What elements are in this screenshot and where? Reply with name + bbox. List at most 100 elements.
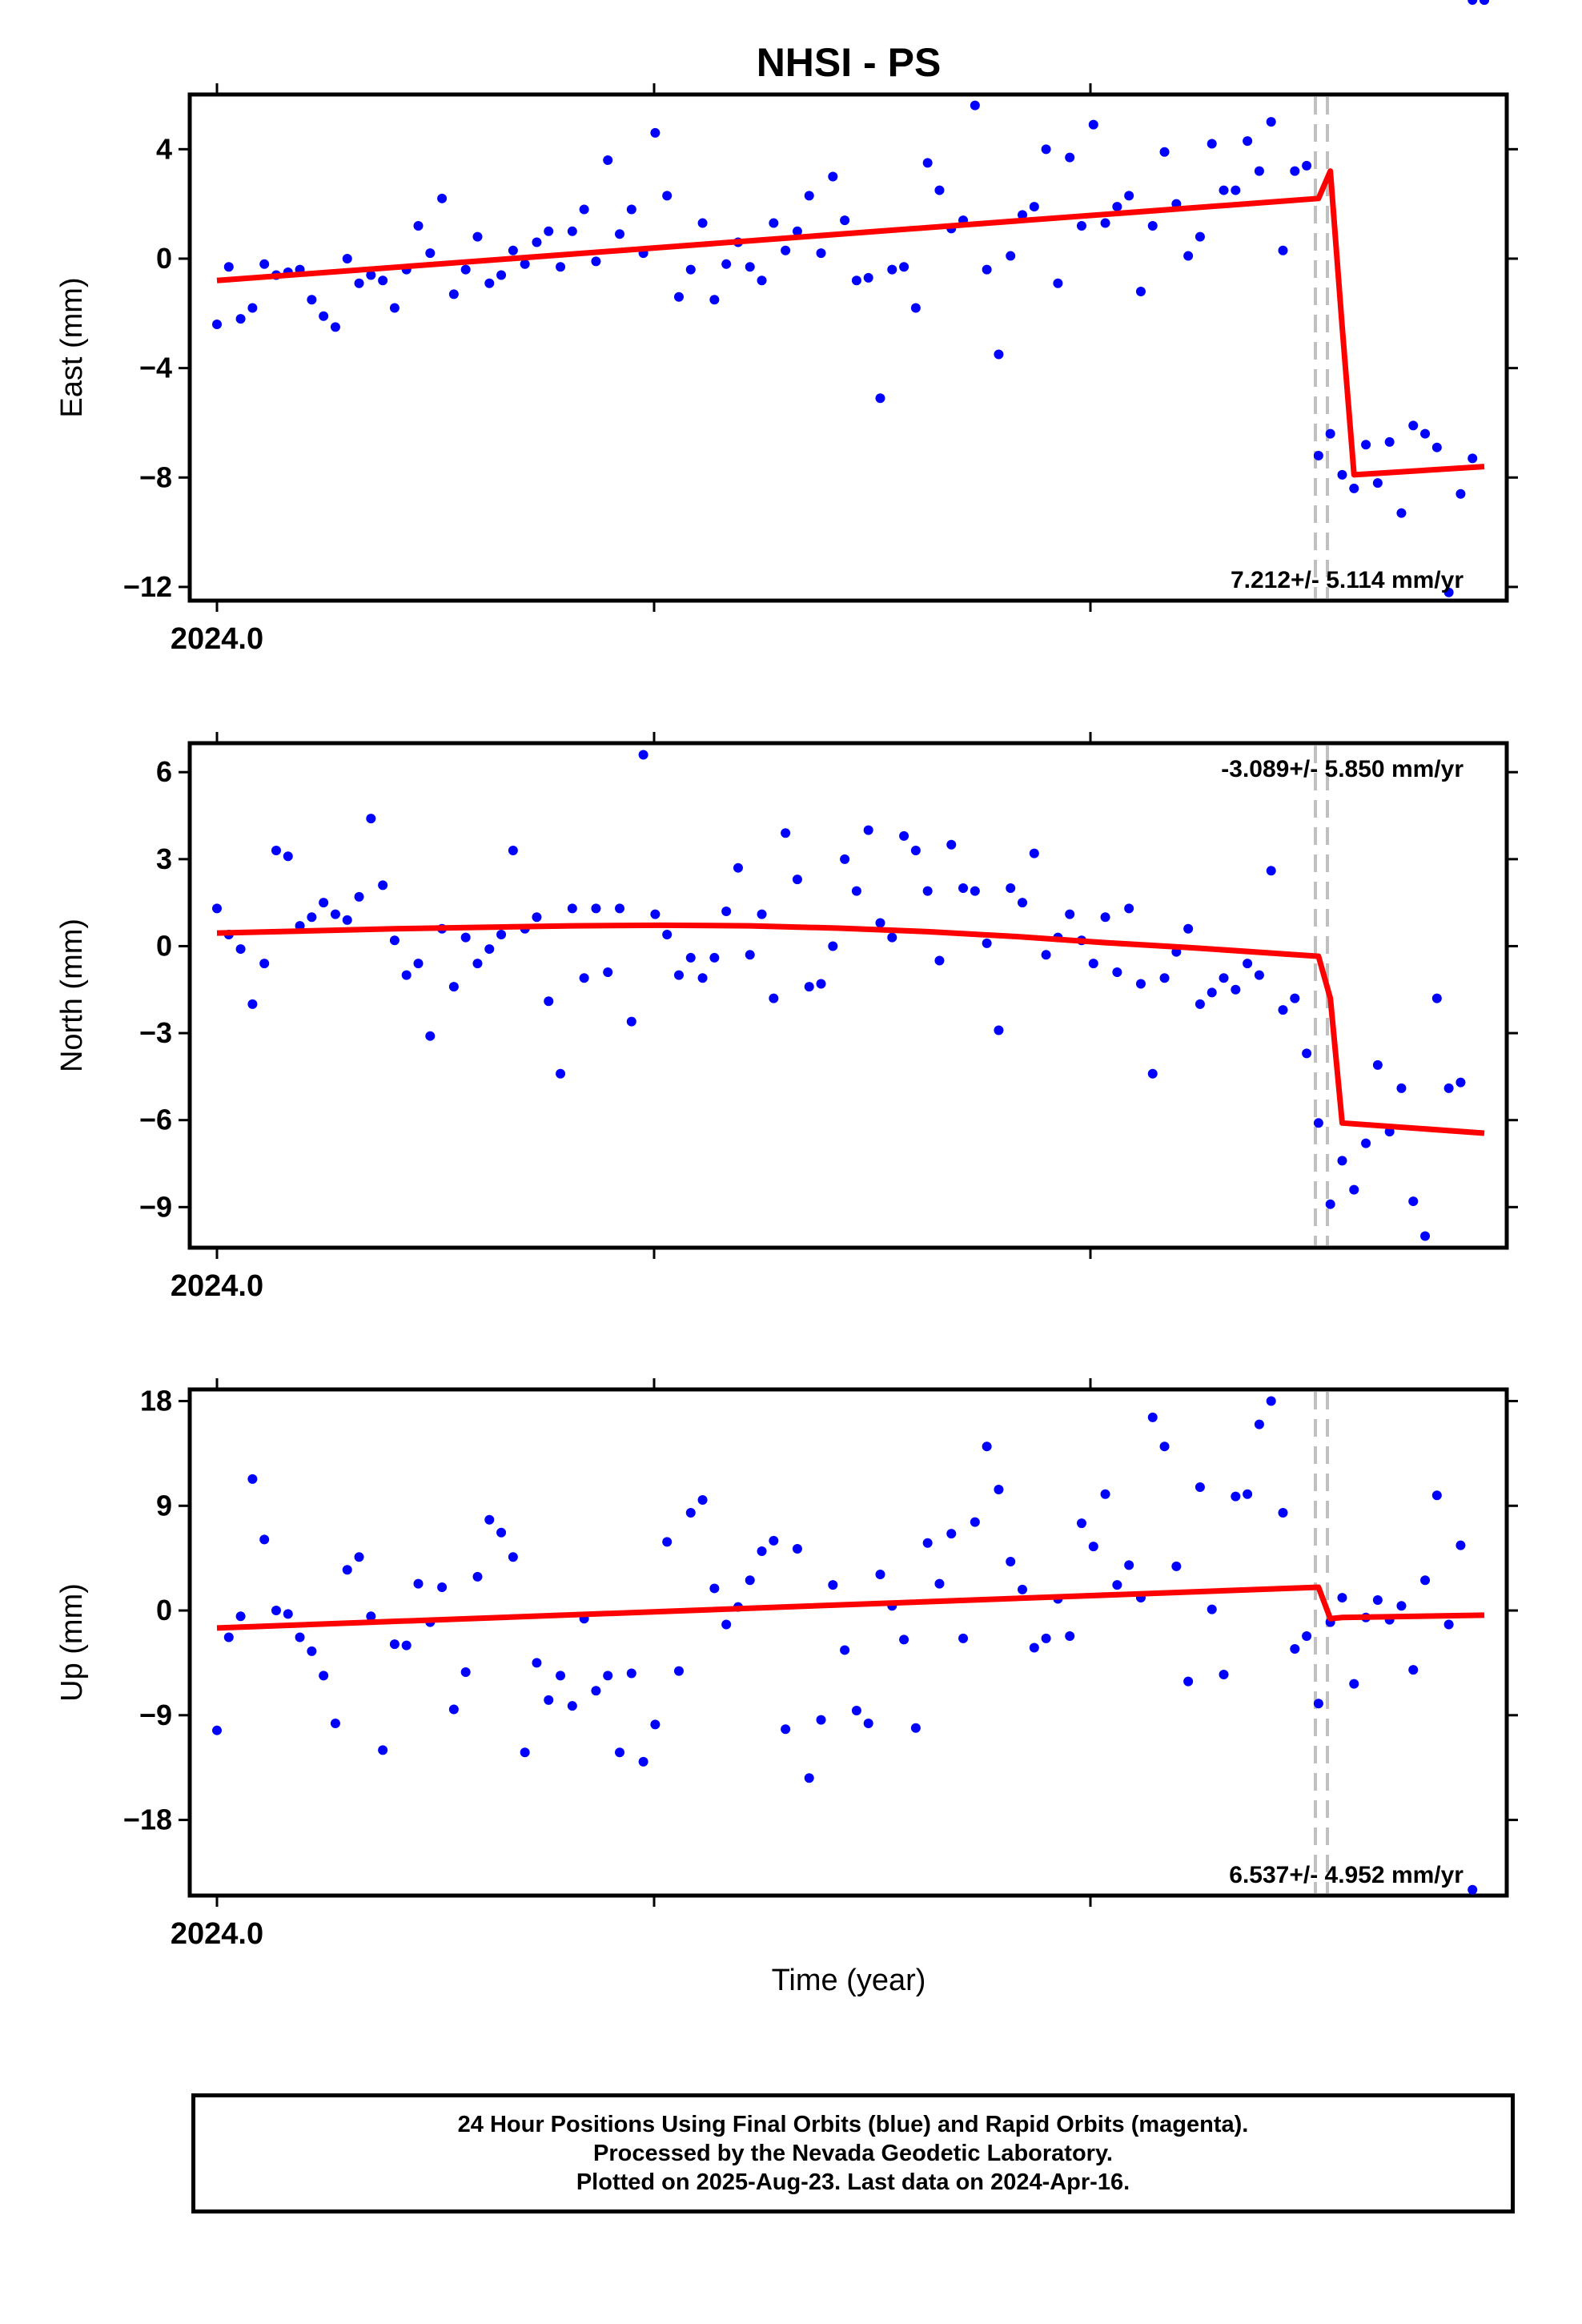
- data-point: [1480, 0, 1489, 5]
- data-point: [1207, 139, 1217, 149]
- data-point: [1195, 1482, 1205, 1493]
- data-point: [650, 127, 661, 138]
- footer-line-2: Processed by the Nevada Geodetic Laborat…: [593, 2141, 1113, 2166]
- data-point: [709, 295, 720, 305]
- data-point: [970, 886, 980, 896]
- plot-frame: [187, 1387, 1509, 1898]
- data-point: [1420, 428, 1431, 439]
- footer-line-3: Plotted on 2025-Aug-23. Last data on 202…: [576, 2169, 1130, 2195]
- y-tick-label: 0: [156, 242, 172, 275]
- data-point: [1124, 903, 1134, 914]
- data-point: [1147, 1412, 1158, 1422]
- data-point: [1018, 210, 1028, 220]
- data-point: [958, 883, 969, 894]
- data-point: [1112, 967, 1122, 978]
- plot-frame: [187, 92, 1509, 603]
- data-point: [307, 295, 317, 305]
- data-point: [1337, 1156, 1347, 1166]
- data-point: [662, 929, 673, 939]
- data-point: [307, 912, 317, 923]
- data-point: [342, 915, 352, 925]
- data-point: [1065, 909, 1075, 919]
- data-point: [697, 218, 708, 228]
- data-point: [922, 1538, 933, 1548]
- data-point: [1112, 202, 1122, 212]
- data-point: [591, 903, 601, 914]
- data-point: [792, 226, 802, 236]
- data-point: [1337, 1593, 1347, 1603]
- data-point: [484, 944, 495, 955]
- data-point: [567, 226, 577, 236]
- data-point: [1124, 1560, 1134, 1570]
- data-point: [1396, 1083, 1407, 1093]
- y-tick-label: 9: [156, 1489, 172, 1522]
- data-point: [816, 248, 826, 259]
- data-point: [1159, 973, 1170, 983]
- data-point: [1100, 218, 1110, 228]
- data-point: [1254, 1419, 1264, 1429]
- data-point: [1243, 136, 1253, 147]
- data-point: [851, 886, 861, 896]
- data-point: [769, 1535, 779, 1546]
- data-point: [1396, 508, 1407, 518]
- data-point: [982, 938, 992, 948]
- data-point: [1278, 245, 1288, 255]
- data-point: [816, 1715, 826, 1725]
- data-point: [1254, 166, 1264, 176]
- data-point: [769, 218, 779, 228]
- data-point: [1006, 1557, 1016, 1567]
- data-point: [685, 952, 696, 963]
- data-point: [1219, 1669, 1229, 1679]
- data-point: [1041, 1633, 1051, 1643]
- data-point: [828, 941, 838, 951]
- data-point: [804, 191, 814, 201]
- data-point: [840, 215, 850, 226]
- data-point: [721, 259, 732, 269]
- trend-fit-line: [216, 922, 1485, 1136]
- data-point: [472, 231, 483, 242]
- data-point: [673, 292, 684, 302]
- data-point: [1431, 993, 1442, 1003]
- data-point: [863, 272, 873, 283]
- data-point: [816, 979, 826, 989]
- panel-3: 18 9 0 −9 −18 2024.0 Up (mm) 6.537+/- 4.952 mm/…: [55, 0, 1518, 1997]
- y-axis-label: Up (mm): [55, 1583, 89, 1702]
- data-point: [1219, 185, 1229, 195]
- data-point: [1135, 286, 1146, 296]
- data-point: [1396, 1601, 1407, 1611]
- panels-group: 4 0 −4 −8 −12 2024.0 East (mm) 7.212+/- 5.114 m…: [55, 0, 1518, 1997]
- data-point: [792, 1544, 802, 1554]
- data-point: [1147, 1068, 1158, 1079]
- data-point: [532, 237, 542, 247]
- data-point: [401, 1640, 412, 1651]
- data-point: [235, 314, 246, 324]
- data-point: [389, 935, 400, 946]
- data-point: [934, 1578, 945, 1589]
- data-point: [804, 1773, 814, 1783]
- data-point: [1313, 1118, 1323, 1128]
- data-point: [413, 1578, 424, 1589]
- data-point: [271, 845, 281, 855]
- panel-2: 6 3 0 −3 −6 −9 2024.0 North (mm) -3.089+/- 5.850…: [55, 0, 1518, 1303]
- data-point: [1408, 1665, 1419, 1675]
- data-point: [1443, 587, 1454, 597]
- data-point: [378, 880, 388, 891]
- data-point: [1372, 1059, 1383, 1070]
- data-point: [544, 1695, 554, 1705]
- data-point: [1266, 866, 1276, 876]
- data-point: [1290, 166, 1300, 176]
- data-point: [1029, 1642, 1039, 1653]
- data-point: [1006, 251, 1016, 261]
- footer-line-1: 24 Hour Positions Using Final Orbits (bl…: [457, 2112, 1249, 2137]
- data-point: [330, 322, 340, 332]
- data-point: [460, 264, 471, 275]
- data-point: [899, 262, 909, 272]
- data-point: [496, 929, 507, 939]
- data-point: [1195, 231, 1205, 242]
- data-point: [1135, 979, 1146, 989]
- data-point: [1302, 1631, 1312, 1642]
- data-point: [591, 1686, 601, 1696]
- figure-title: NHSI - PS: [757, 40, 942, 85]
- data-point: [389, 303, 400, 313]
- data-point: [1183, 251, 1194, 261]
